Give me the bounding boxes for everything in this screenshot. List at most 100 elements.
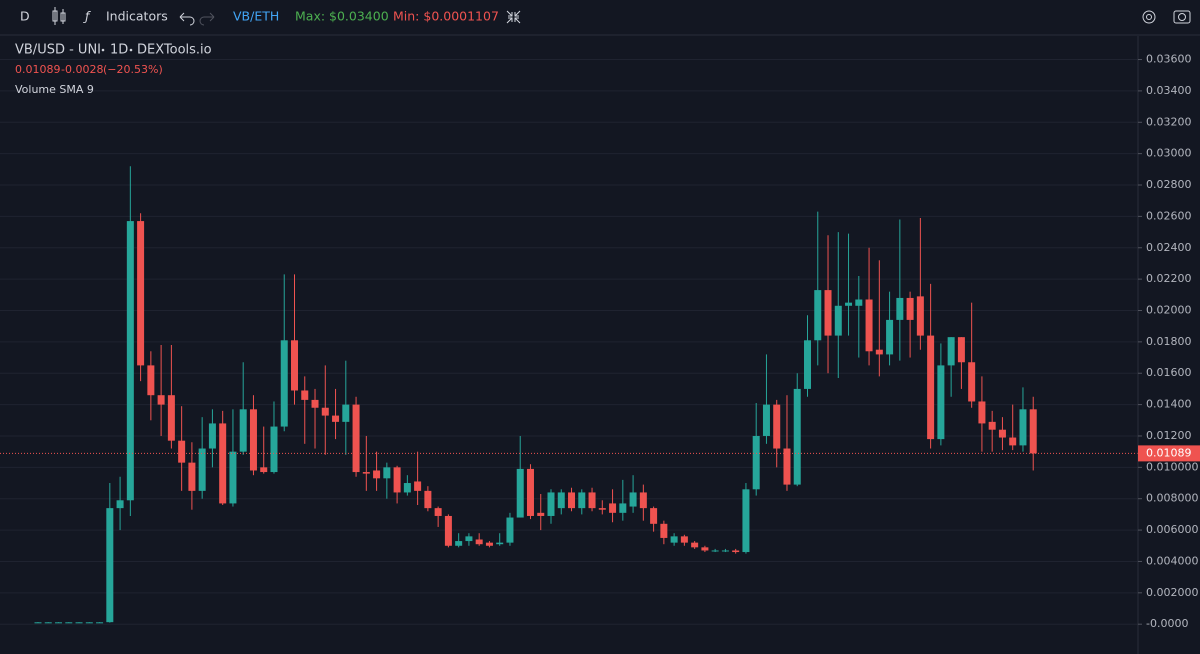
- candle-body: [619, 503, 627, 513]
- candle-body: [485, 542, 493, 546]
- candle-body: [896, 297, 904, 320]
- candle-body: [219, 423, 227, 504]
- y-tick-label: 0.02000: [1146, 303, 1192, 316]
- indicators-button[interactable]: Indicators: [106, 9, 168, 24]
- candle-body: [455, 541, 463, 546]
- plot: [0, 166, 1138, 624]
- candle-body: [988, 421, 996, 430]
- screenshot-icon[interactable]: [1173, 10, 1191, 24]
- y-tick-label: 0.02400: [1146, 241, 1192, 254]
- settings-icon-center: [1146, 14, 1152, 20]
- candle-body: [783, 448, 791, 485]
- candle-body: [762, 404, 770, 436]
- candle-body: [568, 492, 576, 509]
- candle-body: [1019, 409, 1027, 446]
- candle-body: [65, 622, 73, 624]
- candle-body: [75, 622, 83, 624]
- undo-icon[interactable]: [179, 12, 195, 26]
- candle-body: [742, 489, 750, 553]
- candle-body: [1029, 409, 1037, 454]
- last-price-tag: [1138, 445, 1200, 462]
- candle-body: [845, 302, 853, 306]
- candle-body: [598, 508, 606, 510]
- candle-body: [126, 221, 134, 501]
- candle-body: [137, 221, 145, 366]
- y-tick-label: 0.02200: [1146, 272, 1192, 285]
- candle-body: [249, 409, 257, 471]
- candle-body: [1009, 437, 1017, 446]
- pair-button[interactable]: VB/ETH: [233, 9, 279, 24]
- candle-body: [588, 492, 596, 509]
- candle-body: [680, 536, 688, 543]
- y-tick-label: 0.010000: [1146, 460, 1199, 473]
- candle-body: [886, 319, 894, 355]
- candle-body: [157, 395, 165, 405]
- candle-body: [793, 388, 801, 485]
- interval-button[interactable]: D: [20, 9, 30, 24]
- candle-body: [906, 297, 914, 320]
- candle-icon[interactable]: [52, 7, 66, 25]
- candle-body: [106, 508, 114, 623]
- candle-body: [270, 426, 278, 473]
- candle-body: [55, 622, 63, 624]
- y-tick-label: 0.004000: [1146, 554, 1199, 567]
- candle-body: [362, 472, 370, 474]
- candle-body: [332, 415, 340, 422]
- y-tick-label: 0.006000: [1146, 523, 1199, 536]
- candle-body: [414, 481, 422, 491]
- candle-body: [301, 390, 309, 400]
- candle-body: [814, 290, 822, 341]
- max-label: Max: $0.03400: [295, 9, 389, 24]
- candle-body: [927, 335, 935, 440]
- fx-icon[interactable]: ƒ: [83, 9, 91, 24]
- candle-body: [865, 299, 873, 352]
- redo-icon[interactable]: [199, 12, 215, 26]
- candle-body: [424, 490, 432, 509]
- y-tick-label: 0.03200: [1146, 115, 1192, 128]
- source: DEXTools.io: [137, 43, 212, 58]
- y-tick-label: 0.01200: [1146, 429, 1192, 442]
- last-price-label: 0.01089: [1146, 446, 1192, 459]
- candle-body: [578, 492, 586, 509]
- candle-body: [660, 523, 668, 538]
- candle-body: [526, 468, 534, 516]
- separator: [101, 48, 105, 52]
- candle-body: [670, 536, 678, 543]
- candle-body: [291, 340, 298, 391]
- candle-body: [650, 508, 658, 524]
- candle-body: [403, 483, 411, 493]
- candle-body: [732, 550, 740, 553]
- y-tick-label: 0.01800: [1146, 335, 1192, 348]
- candle-body: [516, 468, 524, 518]
- change: -0.0028: [61, 63, 103, 76]
- candle-body: [701, 547, 709, 551]
- candle-body: [855, 299, 863, 306]
- indicator-label: Volume SMA 9: [15, 83, 94, 96]
- candle-body: [198, 448, 206, 491]
- candle-body: [537, 512, 545, 516]
- candle-body: [557, 492, 565, 509]
- candle-body: [434, 508, 442, 516]
- candle-body: [711, 550, 719, 552]
- candle-body: [824, 290, 832, 336]
- candle-body: [834, 305, 842, 336]
- candle-body: [547, 492, 555, 516]
- candle-body: [957, 337, 965, 363]
- y-tick-label: 0.01400: [1146, 398, 1192, 411]
- candle-body: [978, 401, 986, 424]
- candle-body: [691, 542, 699, 548]
- price-axis: -0.0000 0.002000 0.004000 0.006000 0.008000 0…: [1138, 53, 1200, 630]
- candle-body: [947, 337, 955, 366]
- candle-body: [506, 517, 514, 543]
- candle-body: [773, 404, 781, 449]
- symbol: VB/USD - UNI: [15, 43, 101, 58]
- candle-body: [968, 362, 976, 402]
- candle-body: [496, 542, 504, 545]
- last-value: 0.01089: [15, 63, 61, 76]
- candle-body: [752, 435, 760, 490]
- settings-icon[interactable]: [1142, 10, 1156, 24]
- candle-body: [444, 515, 452, 546]
- fullscreen-icon[interactable]: [506, 10, 521, 24]
- y-tick-label: 0.02800: [1146, 178, 1192, 191]
- y-tick-label: 0.02600: [1146, 209, 1192, 222]
